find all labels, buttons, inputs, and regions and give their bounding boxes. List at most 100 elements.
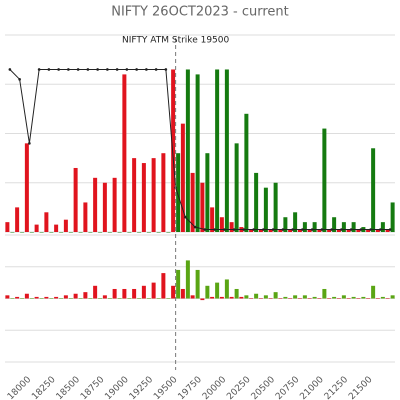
price-dot <box>145 68 148 71</box>
put-bar <box>44 296 49 299</box>
call-bar <box>312 222 317 232</box>
price-dot <box>213 228 216 231</box>
call-bar <box>127 232 132 233</box>
call-bar <box>390 202 395 232</box>
call-bar <box>68 232 73 233</box>
put-bar <box>327 298 332 299</box>
call-bar <box>166 232 171 233</box>
call-bar <box>88 298 93 299</box>
put-bar <box>336 229 341 232</box>
put-bar <box>278 298 283 299</box>
put-bar <box>141 285 146 299</box>
call-bar <box>195 74 200 233</box>
x-tick-label: 19000 <box>103 375 131 400</box>
put-bar <box>73 167 78 232</box>
price-dot <box>223 228 226 231</box>
put-bar <box>268 229 273 232</box>
put-bar <box>210 296 215 299</box>
price-dot <box>37 68 41 71</box>
put-bar <box>73 293 78 299</box>
call-bar <box>59 232 64 233</box>
put-bar <box>288 229 293 232</box>
call-bar <box>127 298 132 299</box>
price-dot <box>47 68 51 71</box>
x-tick-label: 18000 <box>6 375 34 400</box>
put-bar <box>161 273 166 299</box>
put-bar <box>132 288 137 299</box>
put-bar <box>366 229 371 232</box>
call-bar <box>29 298 34 299</box>
put-bar <box>239 296 244 299</box>
x-tick-label: 20000 <box>201 375 229 400</box>
put-bar <box>249 229 254 232</box>
put-bar <box>336 298 341 299</box>
x-tick-label: 18500 <box>55 375 83 400</box>
put-bar <box>375 229 380 232</box>
price-dot <box>320 228 324 231</box>
call-bar <box>39 232 44 233</box>
price-dot <box>310 228 314 231</box>
put-bar <box>356 229 361 232</box>
price-dot <box>8 68 12 71</box>
x-tick-label: 20500 <box>250 375 278 400</box>
call-bar <box>156 298 161 299</box>
put-bar <box>54 296 59 299</box>
x-tick-label: 19750 <box>177 375 205 400</box>
put-bar <box>249 298 254 299</box>
put-bar <box>151 282 156 299</box>
put-bar <box>288 298 293 299</box>
call-bar <box>29 232 34 233</box>
price-dot <box>262 228 265 231</box>
call-bar <box>341 295 346 299</box>
call-bar <box>10 232 15 233</box>
price-dot <box>125 68 129 71</box>
price-dot <box>252 228 255 231</box>
call-bar <box>293 212 298 232</box>
put-bar <box>83 292 88 299</box>
x-tick-label: 19250 <box>128 375 156 400</box>
put-bar <box>112 288 117 299</box>
call-bar <box>195 269 200 299</box>
put-bar <box>15 207 20 232</box>
x-tick-label: 21500 <box>347 375 375 400</box>
call-bar <box>263 295 268 299</box>
call-bar <box>254 293 259 299</box>
put-bar <box>93 177 98 232</box>
put-bar <box>278 229 283 232</box>
call-bar <box>215 69 220 232</box>
chart-title: NIFTY 26OCT2023 - current <box>111 5 289 20</box>
call-bar <box>107 232 112 233</box>
price-dot <box>369 228 372 231</box>
x-tick-label: 21250 <box>323 375 351 400</box>
put-bar <box>190 172 195 232</box>
call-bar <box>361 296 366 299</box>
put-bar <box>141 163 146 232</box>
put-bar <box>210 207 215 232</box>
call-bar <box>215 282 220 299</box>
call-bar <box>322 128 327 232</box>
call-bar <box>273 182 278 232</box>
call-bar <box>332 217 337 232</box>
call-bar <box>302 222 307 232</box>
put-bar <box>317 298 322 299</box>
price-dot <box>135 68 138 71</box>
put-bar <box>171 285 176 299</box>
put-bar <box>171 69 176 232</box>
put-bar <box>307 229 312 232</box>
put-bar <box>83 202 88 232</box>
price-dot <box>96 68 99 71</box>
price-dot <box>271 228 275 231</box>
put-bar <box>180 288 185 299</box>
call-bar <box>107 298 112 299</box>
price-dot <box>301 228 304 231</box>
put-bar <box>102 295 107 299</box>
price-dot <box>106 68 109 71</box>
call-bar <box>254 172 259 232</box>
call-bar <box>98 298 103 299</box>
put-bar <box>229 222 234 232</box>
call-bar <box>166 298 171 299</box>
call-bar <box>185 69 190 232</box>
call-bar <box>283 296 288 299</box>
price-dot <box>164 68 168 71</box>
price-dot <box>203 228 207 231</box>
